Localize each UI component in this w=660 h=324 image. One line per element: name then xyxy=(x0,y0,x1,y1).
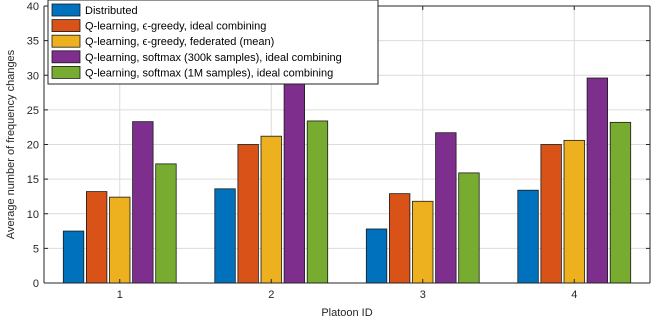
x-axis-label: Platoon ID xyxy=(321,307,372,319)
x-tick-label: 3 xyxy=(420,289,426,301)
bar-series-1-platoon-3 xyxy=(365,228,388,284)
bar-series-4-platoon-3 xyxy=(435,132,457,284)
y-tick-label: 20 xyxy=(27,140,39,152)
y-tick-label: 0 xyxy=(33,278,39,290)
legend-swatch-series-2 xyxy=(51,19,81,33)
bar-series-5-platoon-1 xyxy=(155,163,177,284)
y-tick-label: 30 xyxy=(27,70,39,82)
bar-series-3-platoon-1 xyxy=(109,196,131,284)
y-tick-label: 40 xyxy=(27,1,39,13)
bar-series-3-platoon-2 xyxy=(260,135,282,284)
bar-series-2-platoon-1 xyxy=(86,191,108,284)
bars xyxy=(62,77,632,284)
legend-swatch-series-5 xyxy=(51,66,81,79)
bar-series-2-platoon-4 xyxy=(540,144,562,284)
bar-series-4-platoon-2 xyxy=(283,83,306,284)
bar-series-3-platoon-3 xyxy=(412,200,434,284)
bar-series-5-platoon-4 xyxy=(609,121,632,284)
legend-swatch-series-3 xyxy=(51,34,81,48)
legend: Distributed Q-learning, ϵ-greedy, ideal c… xyxy=(47,0,379,85)
y-tick-label: 5 xyxy=(33,243,39,255)
bar-series-3-platoon-4 xyxy=(563,139,585,284)
legend-label-series-2: Q-learning, ϵ-greedy, ideal combining xyxy=(85,21,266,33)
bar-series-2-platoon-2 xyxy=(237,144,259,284)
y-axis-label: Average number of frequency changes xyxy=(5,49,17,239)
legend-swatch-series-4 xyxy=(51,50,81,64)
x-tick-label: 4 xyxy=(571,289,577,301)
bar-series-4-platoon-1 xyxy=(132,121,154,284)
y-tick-label: 35 xyxy=(27,36,39,48)
legend-label-series-4: Q-learning, softmax (300k samples), idea… xyxy=(85,52,342,64)
legend-label-series-1: Distributed xyxy=(85,5,138,17)
x-tick-label: 1 xyxy=(117,289,123,301)
y-tick-label: 10 xyxy=(27,209,39,221)
bar-series-1-platoon-2 xyxy=(214,188,236,284)
bar-series-2-platoon-3 xyxy=(388,193,411,284)
legend-label-series-5: Q-learning, softmax (1M samples), ideal … xyxy=(85,67,333,79)
legend-label-series-3: Q-learning, ϵ-greedy, federated (mean) xyxy=(85,36,274,48)
bar-series-1-platoon-4 xyxy=(517,189,539,284)
bar-series-5-platoon-2 xyxy=(306,120,329,284)
bar-series-4-platoon-4 xyxy=(586,77,608,284)
legend-swatch-series-1 xyxy=(51,3,81,17)
x-tick-label: 2 xyxy=(268,289,274,301)
bar-series-1-platoon-1 xyxy=(62,230,85,284)
tick-labels: 0 5 10 15 20 25 30 35 40 1 2 3 4 xyxy=(27,1,578,301)
y-tick-label: 15 xyxy=(27,174,39,186)
bar-series-5-platoon-3 xyxy=(458,172,480,284)
y-tick-label: 25 xyxy=(27,105,39,117)
legend-box xyxy=(47,0,379,85)
